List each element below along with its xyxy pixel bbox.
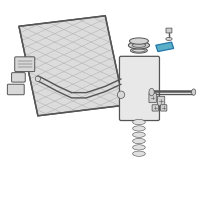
Ellipse shape — [133, 138, 145, 144]
FancyBboxPatch shape — [157, 96, 165, 106]
Ellipse shape — [133, 151, 145, 156]
FancyBboxPatch shape — [161, 105, 167, 111]
Ellipse shape — [117, 91, 125, 98]
Ellipse shape — [35, 76, 41, 82]
Ellipse shape — [133, 119, 145, 125]
Ellipse shape — [129, 38, 148, 44]
Ellipse shape — [132, 43, 146, 47]
Ellipse shape — [133, 145, 145, 150]
FancyBboxPatch shape — [7, 84, 24, 95]
FancyBboxPatch shape — [15, 57, 35, 72]
Ellipse shape — [131, 48, 147, 53]
FancyBboxPatch shape — [149, 93, 156, 103]
Ellipse shape — [133, 126, 145, 131]
Ellipse shape — [133, 49, 145, 52]
Ellipse shape — [192, 89, 196, 95]
FancyBboxPatch shape — [152, 105, 158, 111]
Ellipse shape — [128, 42, 149, 49]
FancyBboxPatch shape — [166, 28, 172, 33]
Polygon shape — [156, 42, 174, 52]
Ellipse shape — [166, 37, 172, 41]
Polygon shape — [19, 16, 124, 116]
FancyBboxPatch shape — [12, 73, 25, 82]
Ellipse shape — [149, 88, 154, 96]
FancyBboxPatch shape — [119, 56, 159, 121]
Ellipse shape — [133, 132, 145, 137]
